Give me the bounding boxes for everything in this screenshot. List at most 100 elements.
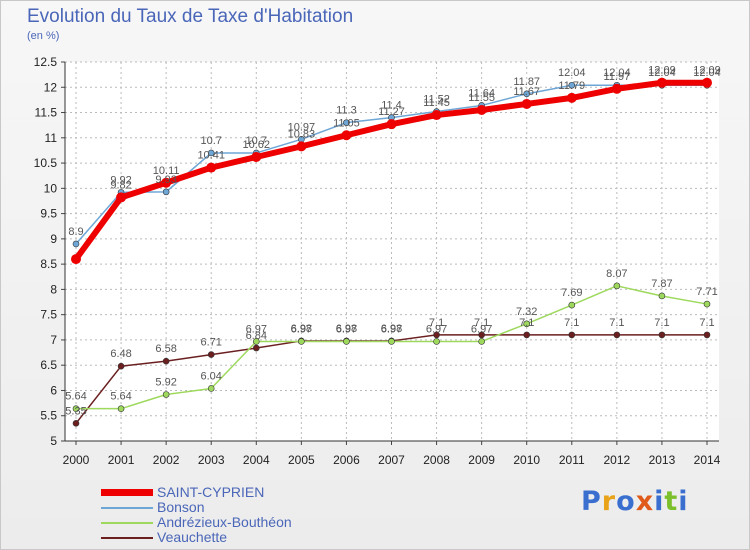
data-point-andrezieux — [117, 405, 125, 412]
x-tick-label: 2004 — [243, 453, 270, 467]
data-point-bonson — [523, 90, 531, 98]
y-tick-label: 9.5 — [40, 207, 57, 221]
data-label-andrezieux: 7.69 — [561, 287, 582, 299]
data-label-veauchette: 7.1 — [429, 317, 444, 329]
data-point-andrezieux — [613, 282, 621, 290]
data-label-veauchette: 7.1 — [699, 317, 714, 329]
data-point-saint_cyprien — [431, 110, 442, 121]
data-point-veauchette — [478, 331, 485, 339]
data-point-saint_cyprien — [296, 141, 307, 152]
data-point-andrezieux — [433, 338, 440, 345]
data-point-andrezieux — [568, 301, 576, 309]
data-point-veauchette — [613, 331, 621, 339]
data-label-andrezieux: 6.97 — [246, 323, 267, 335]
data-label-veauchette: 6.48 — [110, 348, 131, 360]
y-tick-label: 8 — [50, 282, 57, 296]
x-tick-label: 2011 — [559, 453, 585, 467]
data-label-bonson: 10.97 — [288, 121, 316, 133]
logo-letter: i — [678, 486, 689, 517]
data-point-saint_cyprien — [251, 152, 262, 163]
data-point-andrezieux — [523, 320, 531, 328]
y-tick-label: 5 — [50, 434, 57, 448]
data-label-saint_cyprien: 12.09 — [693, 65, 721, 77]
data-point-saint_cyprien — [476, 105, 487, 116]
y-tick-label: 7.5 — [40, 308, 57, 322]
legend-label: Andrézieux-Bouthéon — [157, 514, 292, 530]
legend-item-bonson[interactable]: Bonson — [101, 500, 361, 515]
data-label-andrezieux: 7.87 — [651, 278, 672, 290]
x-tick-label: 2010 — [513, 453, 540, 467]
legend: SAINT-CYPRIEN Bonson Andrézieux-Bouthéon… — [101, 485, 361, 545]
data-label-andrezieux: 6.04 — [201, 370, 222, 382]
data-label-veauchette: 7.1 — [474, 317, 489, 329]
y-tick-label: 12 — [44, 80, 58, 94]
data-label-andrezieux: 7.71 — [696, 286, 717, 298]
y-tick-label: 6 — [50, 383, 57, 397]
legend-item-veauchette[interactable]: Veauchette — [101, 530, 361, 545]
data-label-saint_cyprien: 10.41 — [197, 150, 225, 162]
data-point-veauchette — [162, 357, 170, 365]
logo-letter: o — [616, 486, 636, 517]
data-label-saint_cyprien: 11.05 — [333, 117, 360, 129]
data-label-veauchette: 6.84 — [246, 330, 267, 342]
data-label-andrezieux: 6.97 — [291, 323, 312, 335]
data-point-veauchette — [72, 420, 80, 427]
logo-letter: r — [601, 486, 617, 517]
data-point-andrezieux — [478, 338, 485, 345]
data-label-saint_cyprien: 10.62 — [243, 139, 271, 151]
data-label-veauchette: 7.1 — [519, 317, 534, 329]
legend-swatch-veauchette — [101, 537, 153, 539]
data-point-saint_cyprien — [206, 162, 217, 173]
y-unit-label: (en %) — [27, 30, 60, 42]
data-label-bonson: 11.64 — [468, 87, 495, 99]
data-point-veauchette — [117, 362, 125, 370]
legend-swatch-saint-cyprien — [101, 489, 153, 496]
data-point-bonson — [343, 119, 350, 126]
data-point-saint_cyprien — [341, 130, 352, 141]
data-point-andrezieux — [162, 391, 170, 398]
x-tick-label: 2006 — [333, 453, 360, 467]
y-tick-label: 11.5 — [35, 106, 58, 120]
legend-label: SAINT-CYPRIEN — [157, 484, 265, 500]
y-tick-label: 5.5 — [40, 409, 57, 423]
data-point-andrezieux — [72, 405, 80, 412]
legend-label: Bonson — [157, 499, 205, 515]
data-label-veauchette: 7.1 — [654, 317, 669, 329]
data-label-bonson: 11.4 — [381, 100, 402, 112]
data-point-andrezieux — [658, 292, 666, 300]
x-tick-label: 2000 — [63, 453, 90, 467]
data-label-saint_cyprien: 11.45 — [423, 97, 450, 109]
data-label-bonson: 9.93 — [155, 174, 176, 186]
y-tick-label: 6.5 — [40, 358, 57, 372]
data-label-bonson: 10.7 — [201, 135, 222, 147]
data-label-veauchette: 7.1 — [609, 317, 624, 329]
data-label-bonson: 10.7 — [246, 135, 267, 147]
data-point-bonson — [72, 240, 80, 248]
data-label-andrezieux: 5.64 — [65, 391, 86, 403]
x-tick-label: 2009 — [468, 453, 495, 467]
data-point-bonson — [568, 81, 576, 89]
data-label-andrezieux: 5.92 — [155, 377, 176, 389]
logo-letter: P — [581, 486, 602, 517]
data-label-saint_cyprien: 11.79 — [558, 80, 585, 92]
data-point-saint_cyprien — [116, 192, 127, 203]
data-point-saint_cyprien — [702, 77, 712, 88]
data-point-andrezieux — [388, 338, 395, 345]
legend-label: Veauchette — [157, 529, 228, 545]
data-point-saint_cyprien — [386, 119, 397, 130]
data-label-veauchette: 6.58 — [155, 343, 176, 355]
x-tick-label: 2005 — [288, 453, 315, 467]
data-point-veauchette — [523, 331, 531, 339]
proxiti-logo[interactable]: Proxiti — [581, 486, 689, 517]
data-label-bonson: 12.04 — [648, 67, 676, 79]
data-point-veauchette — [207, 351, 215, 358]
x-tick-label: 2014 — [694, 453, 721, 467]
data-label-bonson: 12.04 — [603, 67, 631, 79]
x-tick-label: 2007 — [378, 453, 405, 467]
data-point-saint_cyprien — [611, 83, 622, 94]
legend-item-andrezieux-boutheon[interactable]: Andrézieux-Bouthéon — [101, 515, 361, 530]
legend-item-saint-cyprien[interactable]: SAINT-CYPRIEN — [101, 485, 361, 500]
data-label-saint_cyprien: 9.82 — [110, 179, 131, 191]
data-label-bonson: 11.87 — [513, 76, 540, 88]
data-point-veauchette — [252, 344, 260, 352]
